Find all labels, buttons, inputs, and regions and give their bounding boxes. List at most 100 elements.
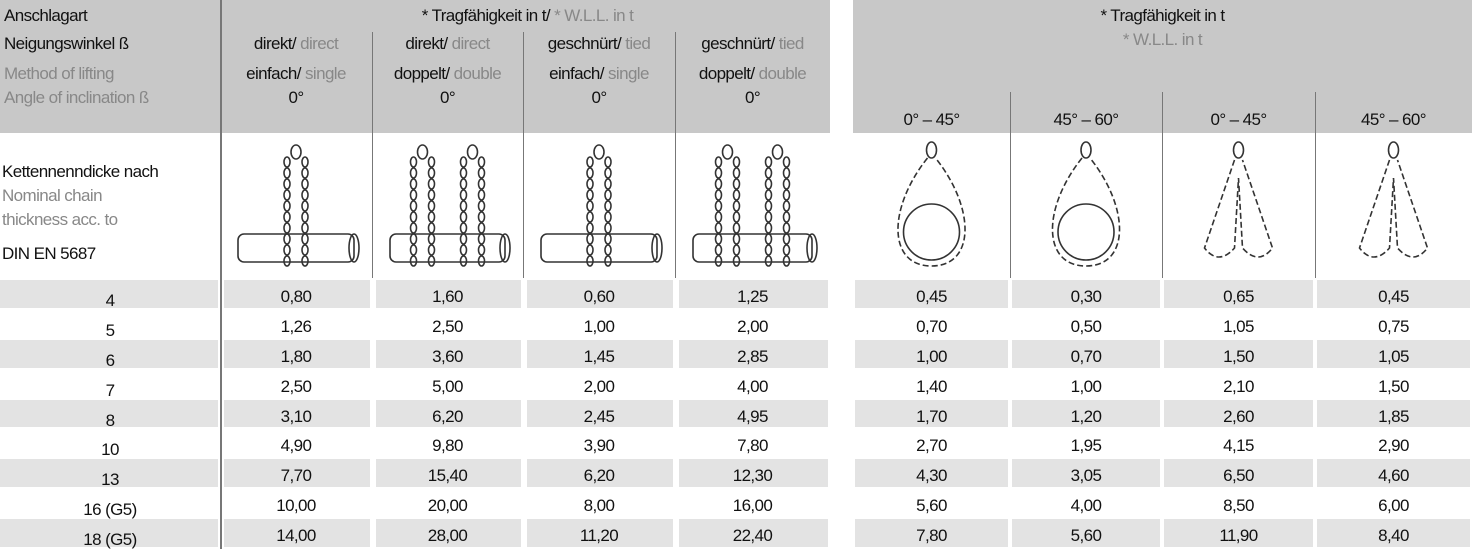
load-value: 2,00 [675, 316, 830, 338]
column-mode-part: geschnürt/ [548, 34, 621, 53]
load-value: 5,00 [372, 376, 523, 398]
chain-size: 5 [0, 320, 220, 342]
load-value: 6,50 [1162, 465, 1315, 487]
load-value: 20,00 [372, 495, 523, 517]
angle-label: 45° – 60° [1315, 109, 1472, 131]
load-value: 7,80 [853, 525, 1010, 547]
drawing-part [411, 157, 417, 167]
drawing-part [429, 212, 435, 222]
load-value: 1,45 [523, 346, 675, 368]
drawing-part [461, 234, 467, 244]
drawing-part [429, 168, 435, 178]
load-value: 11,20 [523, 525, 675, 547]
drawing-part [429, 157, 435, 167]
drawing-part [605, 245, 611, 255]
drawing-part [587, 223, 593, 233]
drawing-part [766, 190, 772, 200]
drawing-part [723, 145, 733, 159]
drawing-part [461, 223, 467, 233]
column-mode-part: direkt/ [405, 34, 447, 53]
drawing-part [904, 204, 960, 260]
drawing-part [734, 256, 740, 266]
drawing-part [587, 190, 593, 200]
drawing-part [429, 201, 435, 211]
load-value: 0,45 [853, 286, 1010, 308]
load-value: 2,70 [853, 435, 1010, 457]
load-value: 1,80 [220, 346, 372, 368]
drawing-part [461, 256, 467, 266]
drawing-part [587, 256, 593, 266]
drawing-part [411, 234, 417, 244]
drawing-part [734, 157, 740, 167]
drawing-part [541, 234, 657, 262]
drawing-part [302, 157, 308, 167]
corner-label: Anschlagart [4, 5, 220, 27]
drawing-part [594, 145, 604, 159]
drawing-part [479, 212, 485, 222]
load-value: 0,30 [1010, 286, 1162, 308]
drawing-part [784, 168, 790, 178]
load-value: 0,80 [220, 286, 372, 308]
drawing-part [411, 223, 417, 233]
load-value: 1,50 [1315, 376, 1472, 398]
load-value: 1,26 [220, 316, 372, 338]
load-value: 1,60 [372, 286, 523, 308]
drawing-part [605, 157, 611, 167]
angle-label: 0° – 45° [1162, 109, 1315, 131]
drawing-part [479, 201, 485, 211]
drawing-part [429, 256, 435, 266]
drawing-part [284, 168, 290, 178]
sling-illustration [372, 138, 523, 278]
column-count-part: double [755, 64, 807, 83]
drawing-part [479, 179, 485, 189]
drawing-part [429, 234, 435, 244]
column-count-part: single [604, 64, 649, 83]
chain-size: 8 [0, 410, 220, 432]
drawing-part [284, 212, 290, 222]
column-count: doppelt/ double [372, 63, 523, 85]
load-value: 2,50 [220, 376, 372, 398]
drawing-part [479, 223, 485, 233]
load-value: 6,20 [372, 406, 523, 428]
load-value: 5,60 [1010, 525, 1162, 547]
drawing-part [284, 245, 290, 255]
load-value: 1,50 [1162, 346, 1315, 368]
drawing-part [734, 223, 740, 233]
load-value: 2,10 [1162, 376, 1315, 398]
load-value: 28,00 [372, 525, 523, 547]
load-value: 2,50 [372, 316, 523, 338]
drawing-part [716, 179, 722, 189]
drawing-part [284, 201, 290, 211]
drawing-part [461, 245, 467, 255]
load-value: 22,40 [675, 525, 830, 547]
load-value: 2,90 [1315, 435, 1472, 457]
row-label: thickness acc. to [2, 209, 220, 231]
drawing-part [898, 158, 965, 266]
sling-illustration [675, 138, 830, 278]
drawing-part [734, 201, 740, 211]
column-count-part: einfach/ [549, 64, 604, 83]
drawing-part [429, 223, 435, 233]
load-value: 8,00 [523, 495, 675, 517]
sling-illustration [220, 138, 372, 278]
column-count-part: einfach/ [246, 64, 301, 83]
load-value: 7,70 [220, 465, 372, 487]
drawing-part [716, 223, 722, 233]
load-value: 6,20 [523, 465, 675, 487]
drawing-part [1052, 158, 1119, 266]
drawing-part [784, 157, 790, 167]
chain-size: 13 [0, 469, 220, 491]
drawing-part [766, 179, 772, 189]
drawing-part [302, 179, 308, 189]
chain-size: 6 [0, 350, 220, 372]
drawing-part [411, 256, 417, 266]
load-value: 0,65 [1162, 286, 1315, 308]
angle-label: 0° – 45° [853, 109, 1010, 131]
drawing-part [461, 190, 467, 200]
drawing-part [302, 168, 308, 178]
drawing-part [302, 234, 308, 244]
load-value: 3,05 [1010, 465, 1162, 487]
column-mode-part: direct [448, 34, 490, 53]
column-count-part: double [450, 64, 502, 83]
row-label: Kettennenndicke nach [2, 161, 220, 183]
